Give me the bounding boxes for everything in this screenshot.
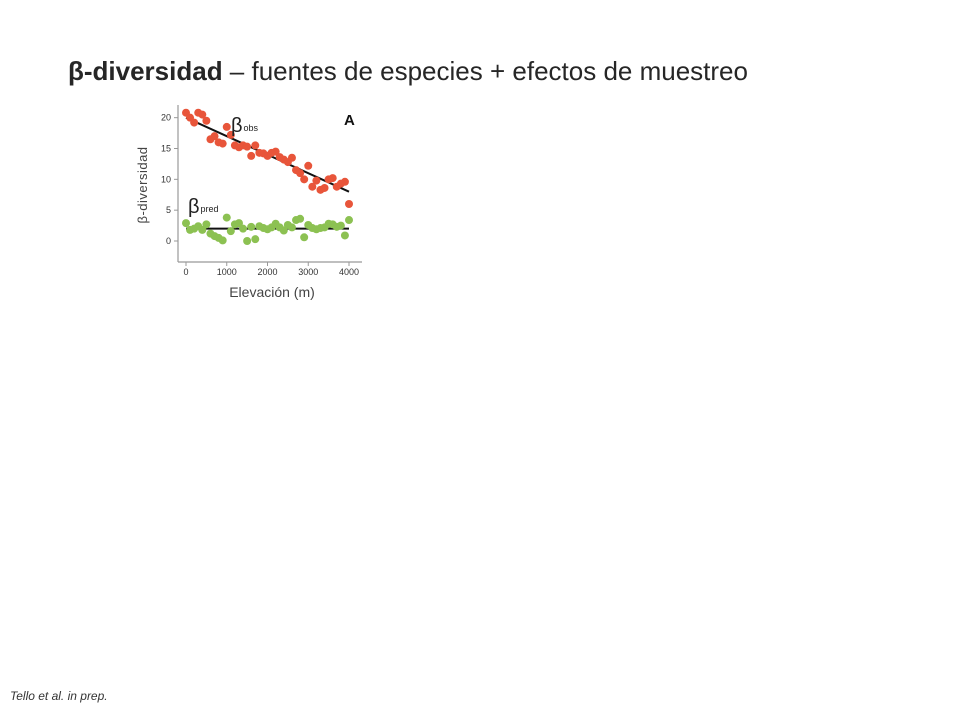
series-label-pred: βpred: [188, 196, 219, 218]
point-obs: [190, 118, 199, 127]
point-pred: [340, 231, 349, 240]
x-tick-label: 4000: [339, 267, 359, 277]
point-obs: [226, 130, 235, 139]
slide-title-rest: – fuentes de especies + efectos de muest…: [222, 56, 748, 86]
slide-title-bold: β-diversidad: [68, 56, 223, 86]
point-obs: [304, 161, 313, 170]
point-pred: [243, 237, 252, 245]
point-pred: [300, 233, 309, 242]
point-obs: [296, 169, 305, 178]
point-pred: [226, 227, 235, 236]
point-obs: [243, 142, 252, 151]
point-obs: [202, 116, 211, 125]
point-obs: [300, 175, 309, 184]
point-pred: [247, 222, 256, 231]
point-pred: [202, 220, 211, 229]
x-tick-label: 3000: [298, 267, 318, 277]
series-label-obs: βobs: [231, 115, 259, 137]
point-pred: [279, 226, 288, 235]
data-points: [182, 108, 353, 245]
point-obs: [320, 183, 329, 192]
point-obs: [287, 153, 296, 162]
x-tick-label: 1000: [217, 267, 237, 277]
y-axis-label: β-diversidad: [135, 146, 150, 223]
slide-title: β-diversidad – fuentes de especies + efe…: [68, 56, 748, 87]
x-tick-label: 0: [183, 267, 188, 277]
point-obs: [210, 132, 219, 141]
point-pred: [287, 223, 296, 232]
point-pred: [218, 236, 227, 245]
chart-labels: A β-diversidad Elevación (m) βobs βpred: [135, 112, 355, 300]
point-pred: [182, 219, 190, 228]
point-pred: [234, 219, 243, 228]
chart-axes: 0 5 10 15 20 0 1000 2000 3000 4000: [161, 105, 362, 277]
panel-label: A: [344, 112, 355, 129]
x-axis-label: Elevación (m): [229, 284, 315, 300]
point-obs: [312, 176, 321, 185]
scatter-chart: 0 5 10 15 20 0 1000 2000 3000 4000 A β-diversidad…: [135, 105, 362, 300]
point-obs: [222, 122, 231, 131]
point-pred: [198, 225, 207, 234]
citation: Tello et al. in prep.: [10, 689, 108, 703]
y-tick-label: 15: [161, 144, 171, 154]
point-pred: [296, 214, 305, 223]
point-obs: [328, 174, 337, 183]
y-tick-label: 5: [166, 205, 171, 215]
point-obs: [340, 177, 349, 186]
y-tick-label: 20: [161, 113, 171, 123]
point-pred: [222, 213, 231, 222]
x-tick-label: 2000: [257, 267, 277, 277]
point-obs: [251, 141, 260, 150]
point-pred: [239, 224, 248, 233]
point-obs: [345, 200, 353, 208]
point-pred: [336, 221, 345, 230]
point-obs: [247, 151, 256, 160]
y-tick-label: 10: [161, 174, 171, 184]
point-obs: [218, 139, 227, 148]
point-pred: [251, 235, 260, 244]
y-tick-label: 0: [166, 236, 171, 246]
point-pred: [345, 216, 353, 225]
point-obs: [198, 110, 207, 119]
point-obs: [271, 147, 280, 156]
point-obs: [308, 182, 317, 191]
